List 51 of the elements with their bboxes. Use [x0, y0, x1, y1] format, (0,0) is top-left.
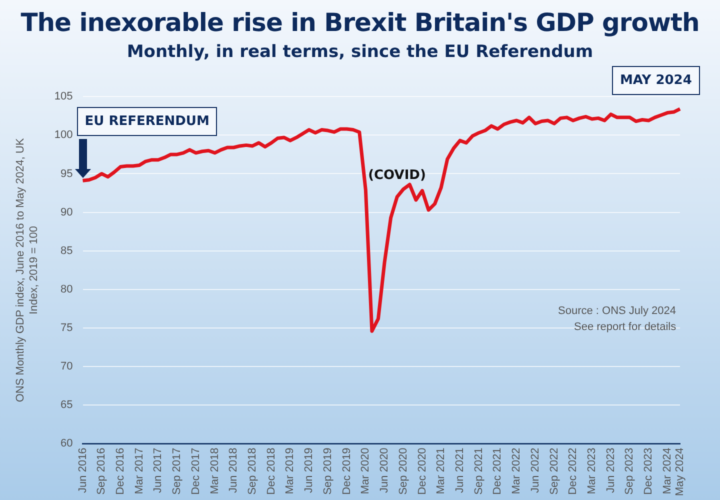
x-tick-label: Sep 2021 — [472, 448, 485, 495]
y-tick-label: 100 — [54, 129, 73, 142]
x-tick-label: Mar 2023 — [586, 448, 598, 494]
x-tick-label: Sep 2019 — [322, 448, 334, 495]
y-axis-title: ONS Monthly GDP index, June 2016 to May 2024, UK Index, 2019 = 100 — [14, 138, 40, 402]
y-tick-label: 95 — [60, 168, 73, 180]
text: MAY 2024 — [612, 66, 700, 95]
y-tick-label: 80 — [60, 283, 73, 296]
x-tick-label: Dec 2019 — [340, 448, 353, 495]
chart-subtitle: Monthly, in real terms, since the EU Referendum — [126, 42, 594, 62]
y-tick-label: 60 — [60, 438, 73, 450]
x-tick-label: Jun 2019 — [303, 448, 316, 493]
y-tick-label: 105 — [54, 90, 73, 103]
x-tick-label: Sep 2020 — [397, 448, 410, 495]
x-tick-label: Mar 2018 — [208, 448, 221, 494]
x-tick-label: Dec 2022 — [567, 448, 580, 495]
x-tick-label: Mar 2024 — [661, 448, 674, 494]
y-tick-label: 70 — [60, 360, 73, 373]
x-tick-label: May 2024 — [674, 448, 686, 496]
x-tick-label: Jun 2018 — [228, 448, 240, 493]
x-tick-label: Sep 2016 — [96, 448, 108, 495]
x-tick-label: Mar 2017 — [133, 448, 146, 494]
x-tick-label: Mar 2021 — [435, 448, 448, 494]
x-tick-label: Jun 2017 — [152, 448, 164, 493]
x-tick-label: Jun 2021 — [454, 448, 466, 493]
annotation: EU REFERENDUM — [76, 106, 218, 136]
x-tick-label: Sep 2023 — [624, 448, 636, 495]
annotation: Source : ONS July 2024 — [558, 304, 676, 317]
y-tick-label: 65 — [60, 399, 73, 412]
chart-title: The inexorable rise in Brexit Britain's GDP growth — [20, 8, 700, 37]
x-tick-label: Sep 2017 — [171, 448, 184, 495]
x-tick-label: Jun 2023 — [604, 448, 617, 493]
y-tick-label: 75 — [60, 322, 73, 334]
annotation: (COVID) — [368, 168, 426, 184]
x-tick-label: Sep 2022 — [548, 448, 560, 495]
x-tick-label: Sep 2018 — [246, 448, 259, 495]
x-tick-label: Dec 2023 — [642, 448, 655, 495]
x-tick-label: Dec 2016 — [114, 448, 127, 495]
x-tick-label: Mar 2022 — [510, 448, 523, 494]
x-tick-label: Jun 2022 — [529, 448, 542, 493]
x-tick-label: Dec 2018 — [265, 448, 278, 495]
y-tick-label: 85 — [60, 244, 73, 257]
x-tick-label: Dec 2017 — [190, 448, 202, 495]
x-tick-label: Dec 2020 — [416, 448, 428, 495]
x-tick-label: Jun 2020 — [378, 448, 391, 493]
y-tick-label: 90 — [60, 206, 73, 218]
x-tick-label: Mar 2020 — [360, 448, 372, 494]
x-tick-label: Dec 2021 — [492, 448, 504, 495]
annotation: See report for details — [574, 320, 676, 333]
x-tick-label: Jun 2016 — [76, 448, 89, 493]
x-tick-label: Mar 2019 — [284, 448, 296, 494]
